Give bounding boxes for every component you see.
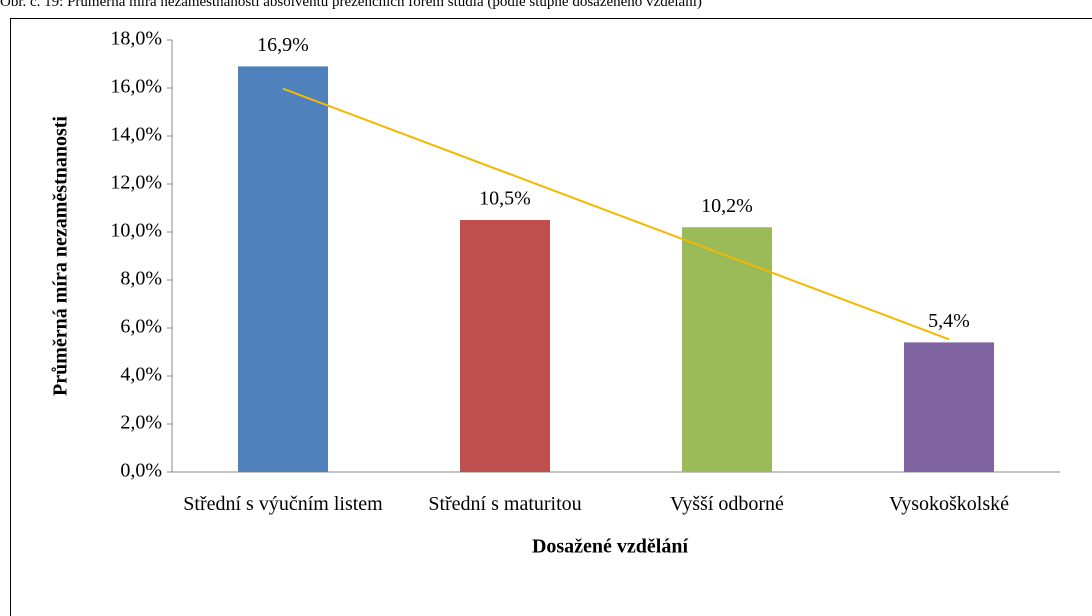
x-tick-label: Střední s maturitou bbox=[428, 493, 582, 515]
trend-line bbox=[282, 87, 950, 341]
bar bbox=[238, 66, 328, 473]
y-tick-label: 0,0% bbox=[120, 460, 162, 482]
x-tick-label: Vyšší odborné bbox=[670, 493, 784, 515]
data-label: 10,2% bbox=[701, 195, 753, 217]
y-tick-label: 16,0% bbox=[110, 76, 162, 98]
bar bbox=[460, 220, 550, 472]
chart-border bbox=[10, 18, 1092, 616]
x-axis-title: Dosažené vzdělání bbox=[532, 536, 689, 558]
data-label: 16,9% bbox=[257, 34, 309, 56]
data-label: 5,4% bbox=[928, 310, 970, 332]
chart-title: Obr. č. 19: Průměrná míra nezaměstnanost… bbox=[0, 0, 702, 10]
y-tick-label: 6,0% bbox=[120, 316, 162, 338]
y-tick-label: 2,0% bbox=[120, 412, 162, 434]
y-tick-label: 18,0% bbox=[110, 28, 162, 50]
x-tick-label: Vysokoškolské bbox=[888, 493, 1009, 515]
y-tick-label: 8,0% bbox=[120, 268, 162, 290]
bar bbox=[682, 227, 772, 472]
y-tick-label: 14,0% bbox=[110, 124, 162, 146]
x-tick-label: Střední s výučním listem bbox=[183, 493, 383, 515]
data-label: 10,5% bbox=[479, 188, 531, 210]
bar bbox=[904, 342, 994, 472]
y-tick-label: 10,0% bbox=[110, 220, 162, 242]
y-axis-title: Průměrná míra nezaměstnanosti bbox=[50, 116, 72, 396]
y-tick-label: 4,0% bbox=[120, 364, 162, 386]
y-tick-label: 12,0% bbox=[110, 172, 162, 194]
